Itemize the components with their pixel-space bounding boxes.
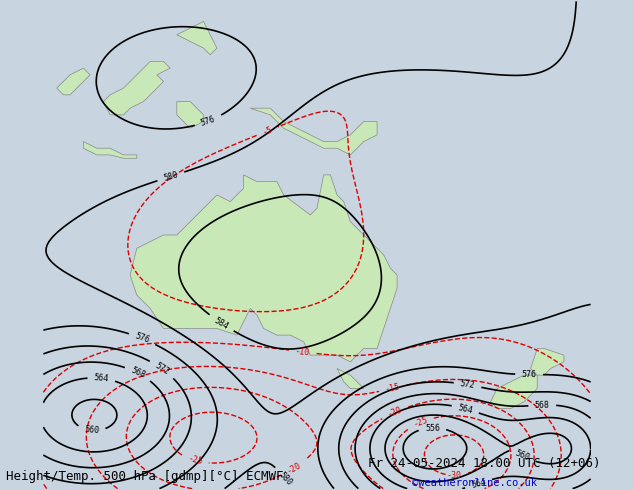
Text: 560: 560 — [514, 449, 531, 463]
Text: 572: 572 — [153, 361, 171, 377]
Text: 564: 564 — [470, 477, 487, 490]
Text: -25: -25 — [186, 454, 204, 467]
Polygon shape — [337, 368, 364, 389]
Polygon shape — [177, 101, 204, 128]
Polygon shape — [56, 68, 90, 95]
Text: -30: -30 — [447, 471, 462, 480]
Polygon shape — [491, 375, 537, 409]
Text: -15: -15 — [385, 382, 401, 394]
Text: 564: 564 — [93, 373, 109, 384]
Text: -5: -5 — [261, 125, 273, 137]
Text: 564: 564 — [457, 403, 474, 415]
Text: 568: 568 — [534, 400, 550, 410]
Text: 576: 576 — [200, 114, 217, 128]
Text: Fr 24-05-2024 18:00 UTC (12+06): Fr 24-05-2024 18:00 UTC (12+06) — [368, 457, 600, 470]
Text: 556: 556 — [425, 423, 440, 433]
Text: 580: 580 — [276, 470, 294, 488]
Text: 568: 568 — [129, 366, 146, 380]
Text: -20: -20 — [285, 461, 302, 475]
Polygon shape — [250, 108, 377, 155]
Text: 576: 576 — [134, 332, 151, 345]
Text: 576: 576 — [522, 370, 536, 379]
Text: -25: -25 — [411, 416, 429, 429]
Text: -20: -20 — [386, 405, 404, 419]
Text: 584: 584 — [212, 316, 230, 331]
Text: 572: 572 — [460, 379, 476, 390]
Text: 560: 560 — [84, 425, 100, 436]
Text: -10: -10 — [295, 346, 311, 357]
Polygon shape — [177, 22, 217, 55]
Text: Height/Temp. 500 hPa [gdmp][°C] ECMWF: Height/Temp. 500 hPa [gdmp][°C] ECMWF — [6, 469, 284, 483]
Polygon shape — [103, 61, 170, 115]
Text: ©weatheronline.co.uk: ©weatheronline.co.uk — [412, 478, 537, 488]
Polygon shape — [130, 175, 397, 362]
Polygon shape — [531, 348, 564, 375]
Text: 580: 580 — [162, 170, 179, 183]
Polygon shape — [84, 142, 137, 158]
